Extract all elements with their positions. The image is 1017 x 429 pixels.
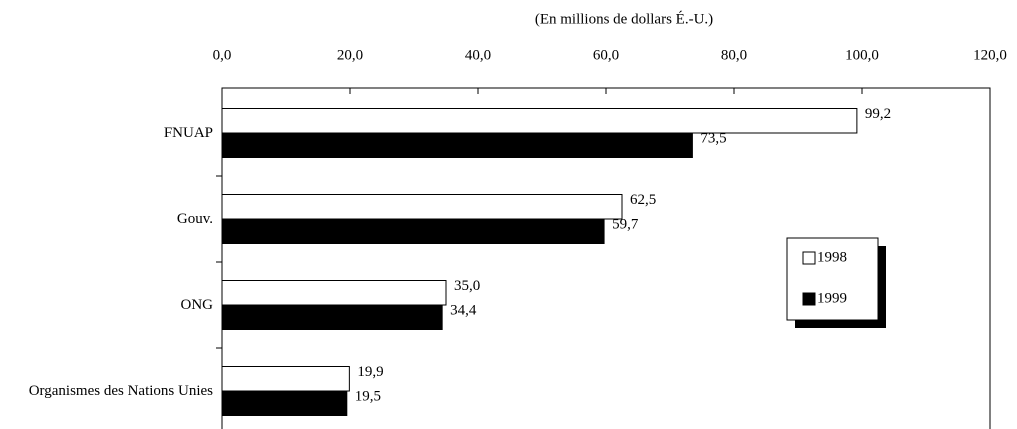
bar [221, 132, 693, 158]
value-label: 35,0 [454, 278, 480, 294]
y-tick-label: FNUAP [163, 125, 213, 141]
category-wrap: Gouv. [8, 189, 213, 249]
value-label: 62,5 [630, 192, 656, 208]
value-label: 73,5 [700, 131, 726, 147]
bar [221, 108, 858, 134]
value-label: 99,2 [865, 106, 891, 122]
x-tick-label: 0,0 [213, 47, 232, 63]
category-label-box: Organismes des Nations Unies [8, 361, 213, 421]
bar [221, 304, 443, 330]
legend [786, 237, 879, 321]
bar [221, 280, 447, 306]
value-label: 34,4 [450, 303, 477, 319]
legend-swatch [802, 251, 816, 265]
y-tick-label: ONG [180, 297, 214, 313]
axis-title: (En millions de dollars É.-U.) [535, 10, 713, 27]
value-label: 19,5 [355, 389, 381, 405]
bar [221, 390, 348, 416]
y-tick-label: Gouv. [176, 211, 213, 227]
legend-label: 1998 [817, 249, 847, 265]
category-label-box: FNUAP [8, 103, 213, 163]
x-tick-label: 60,0 [593, 47, 619, 63]
x-tick-label: 80,0 [721, 47, 747, 63]
category-wrap: FNUAP [8, 103, 213, 163]
category-wrap: Organismes des Nations Unies [8, 361, 213, 421]
category-label-box: ONG [8, 275, 214, 335]
x-tick-label: 40,0 [465, 47, 491, 63]
value-label: 59,7 [612, 217, 639, 233]
category-label-box: Gouv. [8, 189, 213, 249]
y-tick-label: Organismes des Nations Unies [28, 383, 213, 399]
bar [221, 194, 623, 220]
bar [221, 218, 605, 244]
legend-swatch [802, 292, 816, 306]
category-wrap: ONG [8, 275, 214, 335]
x-tick-label: 20,0 [337, 47, 363, 63]
x-tick-label: 120,0 [973, 47, 1007, 63]
x-tick-label: 100,0 [845, 47, 879, 63]
legend-label: 1999 [817, 290, 847, 306]
value-label: 19,9 [357, 364, 383, 380]
bar [221, 366, 350, 392]
